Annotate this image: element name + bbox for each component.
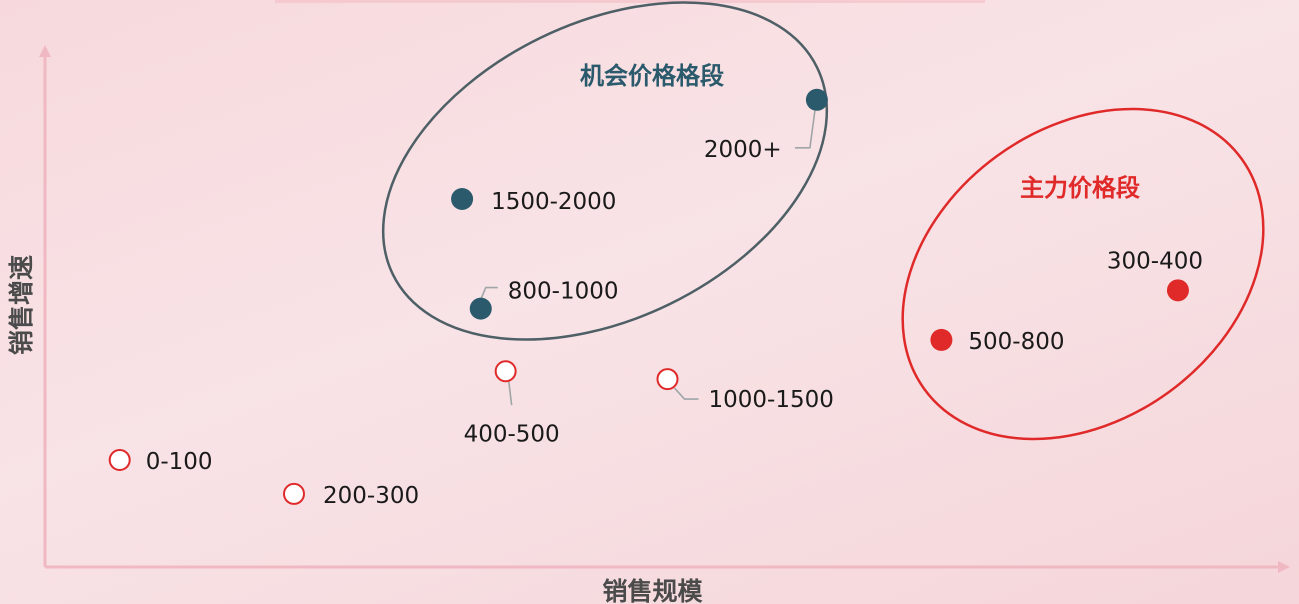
point-label-300-400: 300-400 — [1107, 248, 1203, 274]
opportunity-group-title: 机会价格格段 — [580, 62, 724, 90]
leader-line-400-500 — [507, 380, 513, 406]
y-axis-label: 销售增速 — [7, 255, 36, 355]
point-1000-1500 — [656, 368, 679, 391]
point-label-400-500: 400-500 — [464, 421, 560, 447]
top-decoration-bar — [275, 0, 985, 3]
point-label-2000plus: 2000+ — [704, 137, 782, 163]
point-800-1000 — [469, 297, 492, 320]
main-group-ellipse — [901, 107, 1265, 441]
point-label-0-100: 0-100 — [146, 449, 213, 475]
point-label-1000-1500: 1000-1500 — [709, 387, 834, 413]
point-400-500 — [494, 360, 517, 383]
leader-line-1000-1500 — [673, 387, 699, 400]
leader-line-800-1000 — [480, 286, 498, 300]
point-2000plus — [805, 88, 828, 111]
point-1500-2000 — [451, 187, 474, 210]
main-group-title: 主力价格段 — [1020, 174, 1140, 202]
x-axis-label: 销售规模 — [602, 577, 703, 604]
point-200-300 — [283, 482, 305, 505]
point-label-200-300: 200-300 — [323, 483, 419, 509]
opportunity-group-ellipse — [381, 1, 829, 341]
leader-line-2000plus — [794, 110, 816, 149]
point-300-400 — [1166, 279, 1189, 302]
x-axis-arrow — [1278, 561, 1290, 573]
point-500-800 — [930, 328, 953, 351]
point-label-500-800: 500-800 — [968, 329, 1064, 355]
point-label-1500-2000: 1500-2000 — [491, 189, 616, 215]
y-axis-arrow — [39, 45, 51, 57]
point-label-800-1000: 800-1000 — [508, 279, 619, 305]
point-0-100 — [108, 448, 131, 471]
